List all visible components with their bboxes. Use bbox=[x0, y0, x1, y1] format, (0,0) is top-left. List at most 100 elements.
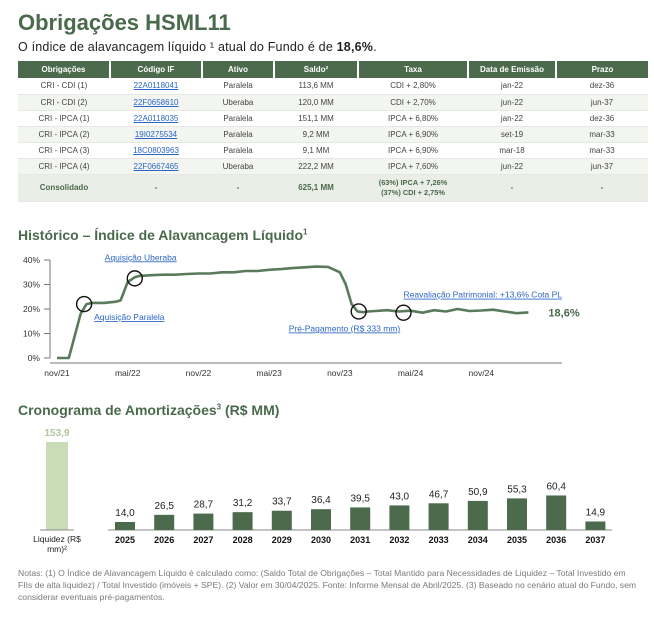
cell-emissao: jun-22 bbox=[468, 158, 556, 175]
consolidated-label: Consolidado bbox=[18, 174, 110, 202]
consolidated-prazo: - bbox=[556, 174, 648, 202]
year-tick-label: 2035 bbox=[507, 535, 527, 545]
year-tick-label: 2037 bbox=[585, 535, 605, 545]
consolidated-emissao: - bbox=[468, 174, 556, 202]
consolidated-row: Consolidado - - 625,1 MM (63%) IPCA + 7,… bbox=[18, 174, 648, 202]
event-annotation-label: Pré-Pagamento (R$ 333 mm) bbox=[289, 323, 401, 333]
cell-codigo-link[interactable]: 22F0667465 bbox=[110, 158, 202, 175]
y-tick-label: 40% bbox=[23, 255, 40, 265]
cell-taxa: IPCA + 7,60% bbox=[358, 158, 468, 175]
cell-prazo: jun-37 bbox=[556, 94, 648, 111]
history-section-title: Histórico – Índice de Alavancagem Líquid… bbox=[18, 227, 307, 243]
cell-saldo: 9,1 MM bbox=[274, 142, 358, 159]
cell-codigo-link[interactable]: 22A0118035 bbox=[110, 110, 202, 127]
cell-prazo: mar-33 bbox=[556, 126, 648, 143]
amortization-value-label: 28,7 bbox=[194, 500, 214, 511]
amortization-bar bbox=[232, 512, 253, 530]
year-tick-label: 2025 bbox=[115, 535, 135, 545]
cell-saldo: 151,1 MM bbox=[274, 110, 358, 127]
amortization-section-title: Cronograma de Amortizações3 (R$ MM) bbox=[18, 402, 279, 418]
footnotes: Notas: (1) O Índice de Alavancagem Líqui… bbox=[18, 568, 637, 602]
consolidated-ativo: - bbox=[202, 174, 274, 202]
cell-saldo: 9,2 MM bbox=[274, 126, 358, 143]
cell-ativo: Paralela bbox=[202, 126, 274, 143]
cell-ativo: Paralela bbox=[202, 142, 274, 159]
cell-emissao: mar-18 bbox=[468, 142, 556, 159]
cell-obrigacao: CRI - CDI (1) bbox=[18, 78, 110, 95]
consolidated-saldo: 625,1 MM bbox=[274, 174, 358, 202]
amortization-value-label: 26,5 bbox=[154, 501, 174, 512]
event-annotation-label: Aquisição Paralela bbox=[94, 312, 165, 322]
year-tick-label: 2028 bbox=[233, 535, 253, 545]
table-row: CRI - IPCA (3) 18C0803963 Paralela 9,1 M… bbox=[18, 142, 648, 159]
year-tick-label: 2030 bbox=[311, 535, 331, 545]
amortization-bar bbox=[271, 510, 292, 530]
amortization-bar bbox=[350, 507, 371, 530]
year-tick-label: 2033 bbox=[429, 535, 449, 545]
amortization-bar bbox=[193, 513, 214, 530]
cell-codigo-link[interactable]: 19I0275534 bbox=[110, 126, 202, 143]
cell-ativo: Uberaba bbox=[202, 158, 274, 175]
amortization-bar bbox=[115, 521, 135, 530]
table-row: CRI - IPCA (2) 19I0275534 Paralela 9,2 M… bbox=[18, 126, 648, 143]
year-tick-label: 2027 bbox=[193, 535, 213, 545]
event-annotation-label: Reavaliação Patrimonial: +13,6% Cota PL bbox=[404, 290, 563, 300]
liquidity-category-label: Liquidez (R$ mm)² bbox=[33, 534, 81, 554]
x-tick-label: mai/24 bbox=[398, 368, 424, 378]
event-marker-circle bbox=[350, 303, 367, 320]
amortization-bar bbox=[507, 498, 527, 530]
header-taxa: Taxa bbox=[358, 61, 469, 78]
cell-saldo: 113,6 MM bbox=[274, 78, 358, 95]
cell-taxa: IPCA + 6,80% bbox=[358, 110, 468, 127]
year-tick-label: 2036 bbox=[546, 535, 566, 545]
header-obrigacoes: Obrigações bbox=[18, 61, 111, 78]
cell-codigo-link[interactable]: 22F0658610 bbox=[110, 94, 202, 111]
header-saldo: Saldo² bbox=[274, 61, 359, 78]
cell-taxa: IPCA + 6,90% bbox=[358, 142, 468, 159]
cell-obrigacao: CRI - IPCA (3) bbox=[18, 142, 110, 159]
amortization-value-label: 46,7 bbox=[429, 489, 449, 500]
table-row: CRI - CDI (1) 22A0118041 Paralela 113,6 … bbox=[18, 78, 648, 95]
cell-ativo: Paralela bbox=[202, 78, 274, 95]
year-tick-label: 2029 bbox=[272, 535, 292, 545]
consolidated-taxa-ipca: (63%) IPCA + 7,26% bbox=[378, 177, 448, 187]
amortization-bar bbox=[467, 500, 488, 530]
end-value-label: 18,6% bbox=[548, 307, 579, 319]
amortization-title-suffix: (R$ MM) bbox=[221, 402, 280, 418]
x-tick-label: mai/22 bbox=[115, 368, 141, 378]
amortization-value-label: 39,5 bbox=[350, 493, 370, 504]
page-title: Obrigações HSML11 bbox=[18, 10, 231, 35]
liquidity-value-label: 153,9 bbox=[44, 428, 69, 439]
header-prazo: Prazo bbox=[556, 61, 648, 78]
event-annotation-label: Aquisição Uberaba bbox=[105, 252, 177, 262]
event-marker-circle bbox=[126, 270, 143, 287]
y-tick-label: 10% bbox=[23, 329, 40, 339]
amortization-value-label: 36,4 bbox=[311, 495, 331, 506]
leverage-summary-prefix: O índice de alavancagem líquido ¹ atual … bbox=[18, 40, 337, 54]
header-codigo-if: Código IF bbox=[110, 61, 203, 78]
consolidated-taxa: (63%) IPCA + 7,26% (37%) CDI + 2,75% bbox=[358, 174, 468, 202]
cell-taxa: CDI + 2,70% bbox=[358, 94, 468, 111]
amortization-bar bbox=[546, 495, 567, 530]
y-tick-label: 20% bbox=[23, 304, 40, 314]
cell-codigo-link[interactable]: 22A0118041 bbox=[110, 78, 202, 95]
x-tick-label: mai/23 bbox=[256, 368, 282, 378]
leverage-summary: O índice de alavancagem líquido ¹ atual … bbox=[18, 40, 377, 54]
x-tick-label: nov/22 bbox=[186, 368, 212, 378]
cell-codigo-link[interactable]: 18C0803963 bbox=[110, 142, 202, 159]
table-row: CRI - IPCA (1) 22A0118035 Paralela 151,1… bbox=[18, 110, 648, 127]
table-row: CRI - IPCA (4) 22F0667465 Uberaba 222,2 … bbox=[18, 158, 648, 175]
amortization-value-label: 60,4 bbox=[546, 481, 566, 492]
cell-ativo: Uberaba bbox=[202, 94, 274, 111]
amortization-bar bbox=[154, 514, 175, 530]
table-row: CRI - CDI (2) 22F0658610 Uberaba 120,0 M… bbox=[18, 94, 648, 111]
header-data-emissao: Data de Emissão bbox=[468, 61, 557, 78]
amortization-title-sup: 3 bbox=[216, 402, 222, 412]
amortization-value-label: 55,3 bbox=[507, 484, 527, 495]
amortization-bar bbox=[311, 509, 331, 530]
leverage-series-line bbox=[57, 265, 529, 360]
cell-emissao: jan-22 bbox=[468, 78, 556, 95]
year-tick-label: 2032 bbox=[389, 535, 409, 545]
cell-emissao: set-19 bbox=[468, 126, 556, 143]
cell-emissao: jun-22 bbox=[468, 94, 556, 111]
